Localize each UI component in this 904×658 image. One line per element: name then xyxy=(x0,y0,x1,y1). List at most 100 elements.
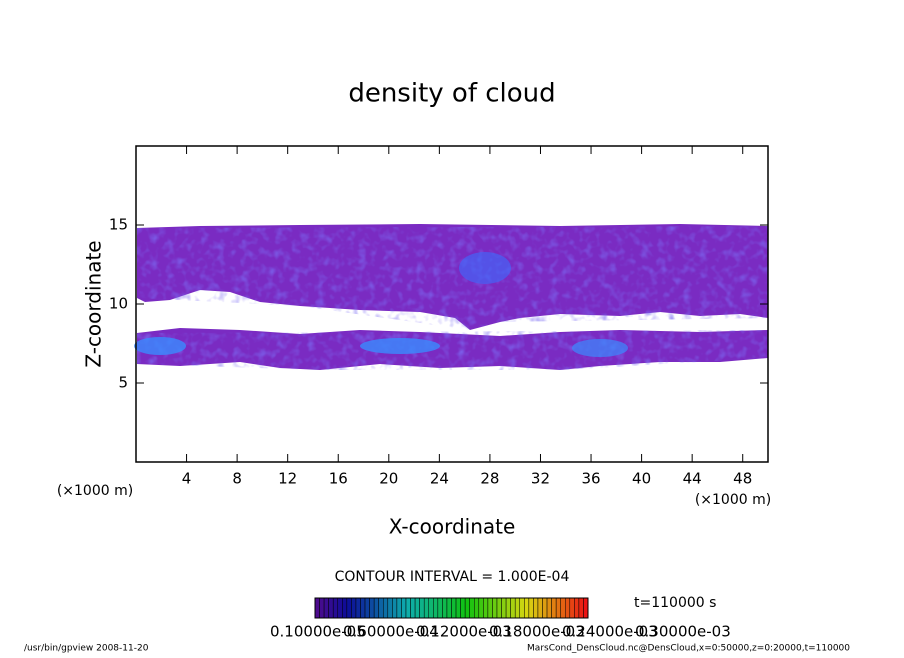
x-tick-label: 40 xyxy=(632,470,651,488)
colorbar-cell xyxy=(560,597,566,619)
colorbar-cell xyxy=(401,597,407,619)
y-tick-label: 10 xyxy=(109,295,128,313)
x-tick-label: 44 xyxy=(683,470,702,488)
colorbar-cell xyxy=(351,597,357,619)
colorbar-cell xyxy=(569,597,575,619)
cloud-core xyxy=(134,337,186,355)
y-tick-label: 5 xyxy=(118,374,128,392)
colorbar-cell xyxy=(360,597,366,619)
colorbar-cell xyxy=(533,597,539,619)
colorbar-cell xyxy=(464,597,470,619)
colorbar-cell xyxy=(514,597,521,619)
colorbar-cell xyxy=(528,597,534,619)
colorbar-label: 0.60000e-04 xyxy=(343,623,439,641)
colorbar-cell xyxy=(383,597,389,619)
colorbar-cell xyxy=(346,597,352,619)
x-tick-label: 20 xyxy=(379,470,398,488)
colorbar-cell xyxy=(446,597,452,619)
colorbar-cell xyxy=(328,597,334,619)
colorbar-cell xyxy=(510,597,516,619)
colorbar-label: 0.10000e-05 xyxy=(270,623,366,641)
colorbar-cell xyxy=(342,597,348,619)
colorbar: 0.10000e-050.60000e-040.12000e-030.18000… xyxy=(270,597,731,641)
contour-interval: CONTOUR INTERVAL = 1.000E-04 xyxy=(335,569,570,585)
x-tick-label: 12 xyxy=(278,470,297,488)
x-unit-label: (×1000 m) xyxy=(57,483,133,499)
colorbar-cell xyxy=(323,597,329,619)
x-tick-label: 24 xyxy=(430,470,449,488)
colorbar-cell xyxy=(578,597,584,619)
cloud-core xyxy=(572,339,628,357)
colorbar-cell xyxy=(364,597,370,619)
cloud-field xyxy=(134,224,768,370)
colorbar-cell xyxy=(483,597,489,619)
colorbar-cell xyxy=(505,597,511,619)
colorbar-cell xyxy=(319,597,325,619)
colorbar-cell xyxy=(555,597,561,619)
x-tick-label: 8 xyxy=(232,470,242,488)
lower-cloud-band-fx xyxy=(137,330,768,370)
colorbar-cell xyxy=(460,597,466,619)
colorbar-cell xyxy=(369,597,375,619)
colorbar-cell xyxy=(392,597,398,619)
x-axis-label: X-coordinate xyxy=(389,515,516,539)
cloud-core xyxy=(459,252,511,284)
colorbar-cell xyxy=(546,597,552,619)
colorbar-cell xyxy=(437,597,443,619)
upper-cloud-band-fx xyxy=(137,226,768,330)
x-tick-label: 36 xyxy=(581,470,600,488)
colorbar-cell xyxy=(542,597,548,619)
colorbar-cell xyxy=(442,597,448,619)
colorbar-cell xyxy=(373,597,379,619)
cloud-core xyxy=(360,338,440,354)
colorbar-cell xyxy=(551,597,557,619)
colorbar-cell xyxy=(423,597,430,619)
colorbar-cell xyxy=(583,597,589,619)
time-label: t=110000 s xyxy=(634,595,716,611)
colorbar-cell xyxy=(433,597,439,619)
colorbar-cell xyxy=(428,597,434,619)
colorbar-frame xyxy=(314,597,589,619)
y-tick-label: 15 xyxy=(109,216,128,234)
colorbar-cell xyxy=(419,597,425,619)
colorbar-cell xyxy=(451,597,457,619)
colorbar-cell xyxy=(378,597,384,619)
colorbar-cell xyxy=(469,597,475,619)
x-unit-label: (×1000 m) xyxy=(695,492,771,508)
x-tick-label: 32 xyxy=(531,470,550,488)
colorbar-cell xyxy=(387,597,393,619)
colorbar-label: 0.18000e-03 xyxy=(489,623,585,641)
colorbar-cell xyxy=(414,597,420,619)
colorbar-cell xyxy=(396,597,402,619)
colorbar-cell xyxy=(455,597,461,619)
colorbar-cell xyxy=(314,597,320,619)
colorbar-cell xyxy=(478,597,484,619)
colorbar-cell xyxy=(519,597,525,619)
colorbar-cell xyxy=(487,597,493,619)
colorbar-cell xyxy=(496,597,502,619)
colorbar-cell xyxy=(565,597,571,619)
x-tick-label: 28 xyxy=(480,470,499,488)
colorbar-label: 0.30000e-03 xyxy=(635,623,731,641)
colorbar-cell xyxy=(492,597,498,619)
colorbar-cell xyxy=(537,597,543,619)
colorbar-cell xyxy=(410,597,416,619)
x-tick-label: 48 xyxy=(733,470,752,488)
colorbar-cell xyxy=(337,597,343,619)
footer-right: MarsCond_DensCloud.nc@DensCloud,x=0:5000… xyxy=(527,644,850,654)
chart-title: density of cloud xyxy=(348,79,555,109)
colorbar-cell xyxy=(332,597,339,619)
colorbar-label: 0.12000e-03 xyxy=(416,623,512,641)
colorbar-cell xyxy=(355,597,361,619)
colorbar-cell xyxy=(501,597,507,619)
footer-left: /usr/bin/gpview 2008-11-20 xyxy=(24,644,149,654)
y-axis-label: Z-coordinate xyxy=(82,240,106,367)
x-tick-label: 4 xyxy=(182,470,192,488)
colorbar-cell xyxy=(474,597,480,619)
colorbar-cell xyxy=(405,597,411,619)
colorbar-label: 0.24000e-03 xyxy=(562,623,658,641)
x-tick-label: 16 xyxy=(329,470,348,488)
colorbar-cell xyxy=(524,597,530,619)
colorbar-cell xyxy=(574,597,580,619)
